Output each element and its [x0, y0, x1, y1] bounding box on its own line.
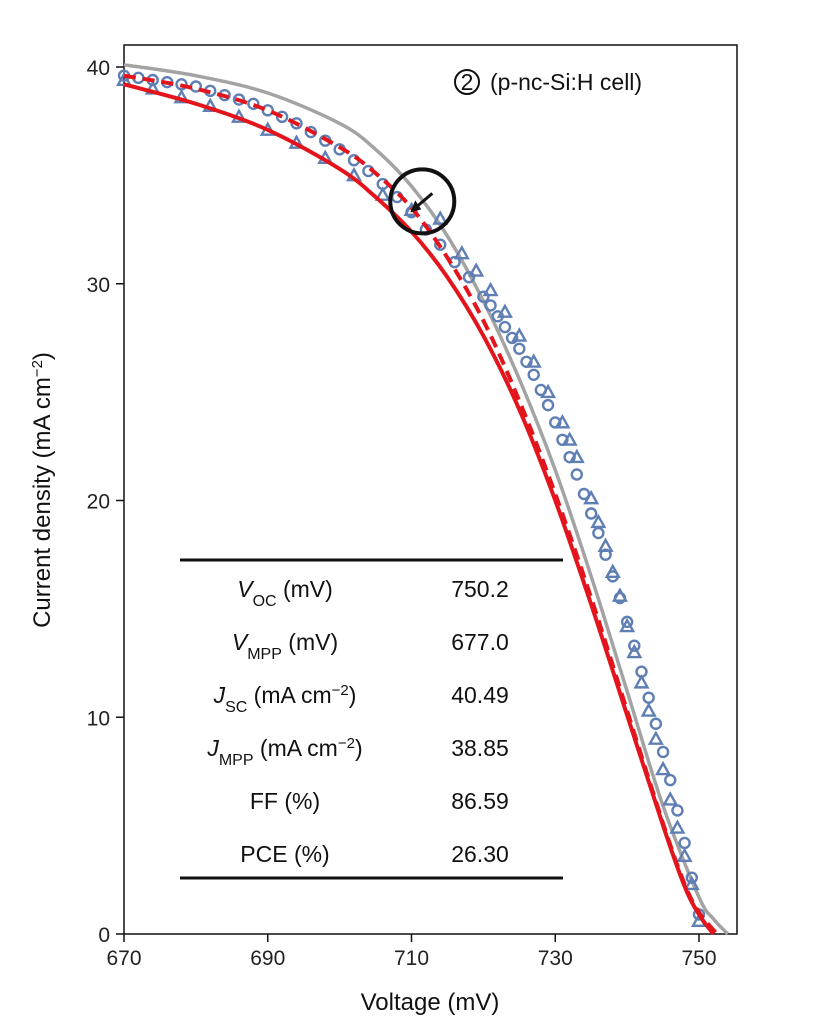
parameter-table: VOC (mV) 750.2 VMPP (mV) 677.0 JSC (mA cm−2)… — [180, 558, 563, 880]
triangle-point — [482, 281, 499, 297]
circle-point — [649, 717, 663, 730]
triangle-point — [540, 383, 557, 399]
triangle-point — [662, 791, 679, 806]
x-tick-label: 710 — [394, 947, 429, 970]
circle-point — [462, 271, 476, 284]
x-tick-label: 750 — [681, 947, 716, 970]
triangle-point — [655, 760, 672, 776]
circle-point — [513, 342, 526, 355]
mpp-highlight — [388, 167, 457, 236]
series-circle-markers — [117, 69, 706, 921]
triangle-point — [583, 489, 600, 505]
table-value: 677.0 — [451, 629, 509, 655]
triangle-point — [669, 819, 686, 834]
circle-point — [275, 110, 289, 124]
table-param-label: JMPP (mA cm−2) — [206, 735, 362, 769]
triangle-point — [432, 210, 449, 225]
circle-point — [620, 615, 634, 629]
table-param-label: VMPP (mV) — [232, 629, 338, 663]
table-value: 86.59 — [451, 788, 509, 814]
circle-point — [592, 526, 605, 540]
plot-frame — [123, 44, 738, 935]
circle-point — [584, 507, 598, 520]
series-gray-solid — [123, 63, 730, 936]
circle-point — [477, 290, 490, 303]
series-triangle-markers — [115, 71, 708, 927]
circle-point — [664, 773, 677, 787]
triangle-point — [611, 587, 628, 602]
gray-solid-line — [123, 63, 730, 936]
table-value: 38.85 — [451, 735, 509, 761]
circle-point — [434, 238, 447, 251]
y-tick-label: 10 — [87, 707, 110, 730]
triangle-point — [640, 702, 657, 717]
circle-point — [498, 320, 512, 334]
triangle-point — [525, 353, 542, 368]
triangle-point — [590, 513, 607, 529]
x-axis-title: Voltage (mV) — [361, 989, 500, 1016]
table-value: 40.49 — [451, 682, 509, 708]
table-param-label: JSC (mA cm−2) — [213, 682, 357, 716]
triangle-point — [561, 431, 578, 446]
circle-point — [642, 691, 655, 704]
y-axis-title: Current density (mA cm−2) — [29, 352, 57, 628]
circle-point — [678, 836, 691, 850]
mpp-arrow — [417, 192, 434, 207]
table-param-label: VOC (mV) — [237, 576, 333, 610]
triangle-point — [453, 244, 470, 260]
triangle-point — [619, 617, 636, 633]
circle-point — [247, 97, 260, 111]
triangle-point — [633, 674, 650, 689]
triangle-point — [597, 537, 614, 553]
triangle-point — [554, 413, 571, 429]
x-tick-label: 730 — [538, 947, 573, 970]
triangle-point — [626, 643, 643, 659]
table-value: 26.30 — [451, 841, 509, 867]
circle-point — [628, 639, 641, 652]
circle-point — [527, 368, 540, 381]
y-tick-label: 20 — [87, 491, 110, 514]
triangle-point — [496, 303, 513, 318]
circle-point — [505, 331, 519, 345]
cell-number: 2 — [461, 69, 474, 95]
y-tick-label: 0 — [98, 924, 110, 947]
circle-point — [541, 398, 555, 412]
mpp-circle — [388, 167, 457, 236]
x-tick-label: 690 — [250, 947, 285, 970]
mpp-arrowhead — [410, 200, 422, 213]
circle-point — [671, 804, 684, 817]
red-solid-line — [123, 82, 716, 936]
triangle-point — [604, 563, 621, 579]
triangle-point — [468, 262, 485, 277]
triangle-point — [683, 875, 700, 891]
triangle-point — [568, 448, 585, 464]
x-tick-label: 670 — [106, 947, 141, 970]
y-tick-label: 30 — [87, 274, 110, 297]
x-axis-ticks: 670 690 710 730 750 — [106, 934, 717, 970]
table-param-label: FF (%) — [250, 788, 320, 814]
y-axis-ticks: 0 10 20 30 40 — [87, 57, 124, 947]
circle-point — [232, 93, 246, 106]
series-red-solid — [123, 82, 716, 936]
triangle-point — [647, 730, 664, 745]
circle-point — [484, 299, 497, 312]
triangle-point — [511, 327, 528, 342]
table-value: 750.2 — [451, 576, 509, 602]
circle-point — [570, 468, 584, 481]
y-tick-label: 40 — [87, 57, 110, 80]
circle-point — [685, 871, 699, 884]
triangle-point — [676, 847, 693, 862]
cell-type-label: (p-nc-Si:H cell) — [490, 69, 642, 95]
cell-number-badge — [454, 69, 480, 95]
circle-point — [656, 745, 670, 759]
triangle-point — [374, 186, 391, 201]
table-param-label: PCE (%) — [240, 841, 329, 867]
